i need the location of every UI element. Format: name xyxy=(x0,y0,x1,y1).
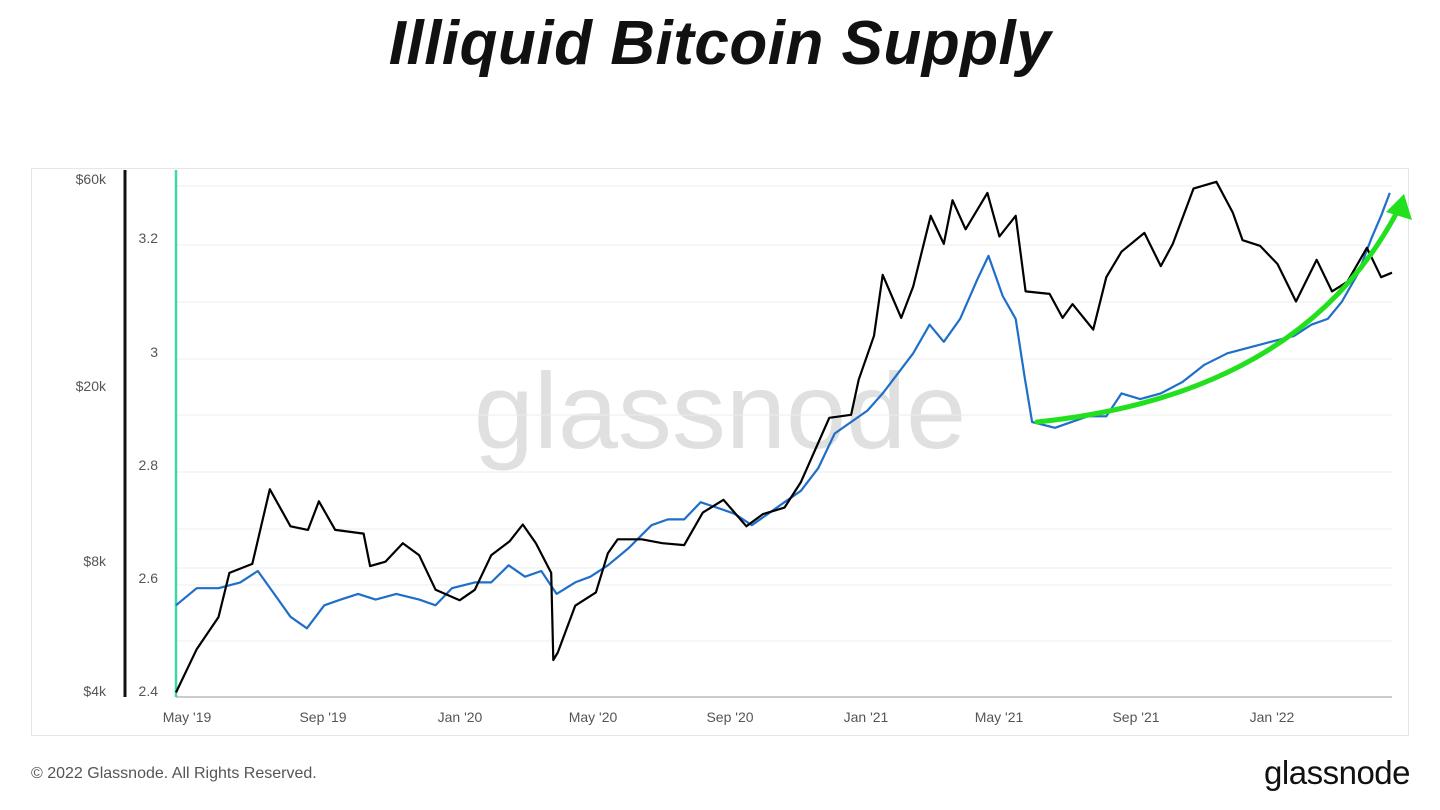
brand-logo: glassnode xyxy=(1264,754,1410,791)
y-right-tick: 3.2 xyxy=(139,230,159,246)
y-left-tick: $60k xyxy=(76,171,107,187)
x-tick: Sep '20 xyxy=(706,709,753,725)
y-left-tick: $8k xyxy=(83,553,107,569)
price-series-line xyxy=(175,180,1393,693)
supply-series-line xyxy=(175,192,1391,630)
x-tick: Sep '19 xyxy=(299,709,346,725)
footer-copyright: © 2022 Glassnode. All Rights Reserved. xyxy=(31,765,317,782)
x-tick: May '19 xyxy=(163,709,212,725)
trend-arrow-head xyxy=(1386,194,1412,220)
y-left-tick: $20k xyxy=(76,378,107,394)
page-title: Illiquid Bitcoin Supply xyxy=(388,9,1052,78)
y-right-tick: 3 xyxy=(150,344,158,360)
watermark-text: glassnode xyxy=(474,350,966,471)
y-right-tick: 2.4 xyxy=(139,683,159,699)
y-right-tick: 2.8 xyxy=(139,457,159,473)
trend-arrow-curve xyxy=(1034,209,1400,425)
x-tick: Jan '22 xyxy=(1250,709,1295,725)
x-tick: May '21 xyxy=(975,709,1024,725)
y-left-tick: $4k xyxy=(83,683,107,699)
y-right-tick: 2.6 xyxy=(139,570,159,586)
x-tick: Jan '21 xyxy=(844,709,889,725)
chart-frame xyxy=(31,168,1409,736)
x-tick: May '20 xyxy=(569,709,618,725)
grid-lines xyxy=(176,185,1392,642)
x-tick: Jan '20 xyxy=(438,709,483,725)
x-tick: Sep '21 xyxy=(1112,709,1159,725)
